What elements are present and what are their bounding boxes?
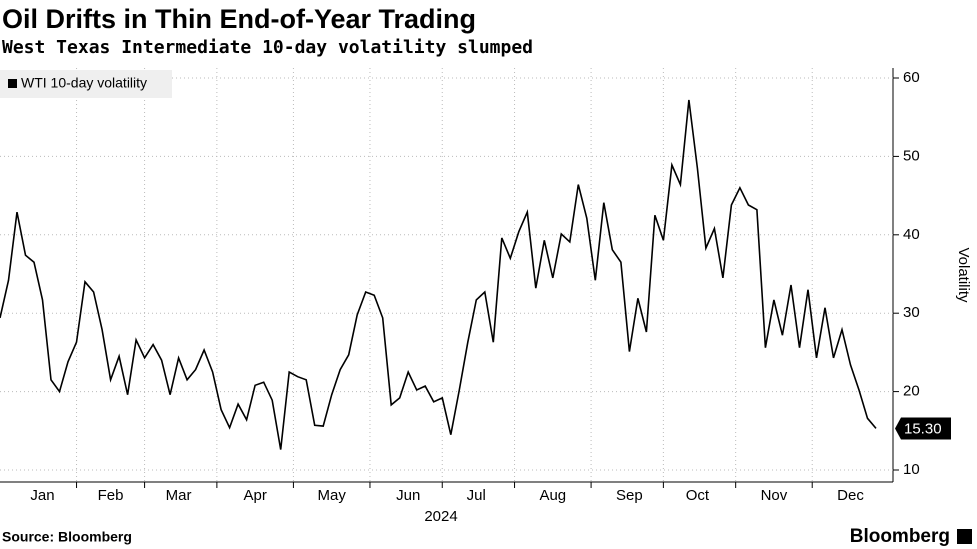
x-tick-label: Jun (396, 487, 420, 504)
y-tick-label: 30 (903, 304, 920, 321)
y-axis-label: Volatility (955, 247, 972, 303)
x-tick-label: May (318, 487, 347, 504)
x-tick-label: Nov (761, 487, 788, 504)
x-tick-label: Sep (616, 487, 643, 504)
x-tick-label: Feb (98, 487, 124, 504)
legend-box (0, 70, 172, 98)
x-axis-label: 2024 (424, 508, 457, 525)
x-tick-label: Dec (837, 487, 864, 504)
value-label: 15.30 (904, 420, 942, 437)
value-label-box (895, 417, 951, 440)
legend-swatch (8, 79, 17, 88)
x-tick-label: Jan (30, 487, 54, 504)
y-tick-label: 20 (903, 383, 920, 400)
brand-icon (957, 529, 972, 544)
y-tick-label: 60 (903, 69, 920, 86)
series-line (0, 99, 877, 450)
legend-label: WTI 10-day volatility (21, 75, 147, 91)
x-tick-label: Oct (686, 487, 710, 504)
chart-title: Oil Drifts in Thin End-of-Year Trading (2, 4, 476, 34)
x-tick-label: Mar (166, 487, 192, 504)
source: Source: Bloomberg (2, 529, 132, 545)
y-tick-label: 10 (903, 461, 920, 478)
chart-subtitle: West Texas Intermediate 10-day volatilit… (2, 37, 533, 58)
x-tick-label: Apr (243, 487, 266, 504)
brand: Bloomberg (850, 526, 950, 547)
x-tick-label: Jul (467, 487, 486, 504)
y-tick-label: 40 (903, 226, 920, 243)
x-tick-label: Aug (539, 487, 566, 504)
y-tick-label: 50 (903, 147, 920, 164)
